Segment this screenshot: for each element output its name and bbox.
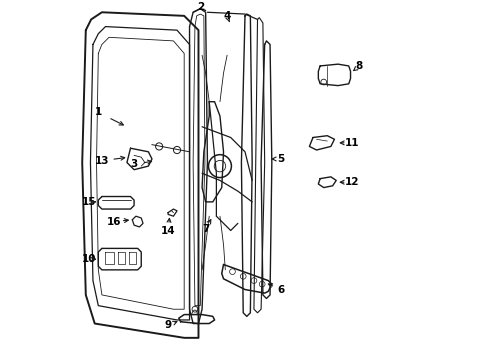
Text: 3: 3	[130, 159, 138, 169]
Text: 11: 11	[345, 138, 360, 148]
Text: 6: 6	[277, 284, 284, 294]
Text: 15: 15	[82, 197, 97, 207]
Text: 1: 1	[95, 107, 102, 117]
Text: 2: 2	[196, 2, 204, 12]
Text: 9: 9	[165, 320, 172, 330]
Text: 12: 12	[345, 177, 360, 187]
Text: 5: 5	[277, 154, 284, 164]
Text: 7: 7	[202, 224, 209, 234]
Text: 8: 8	[356, 61, 363, 71]
Text: 4: 4	[223, 11, 231, 21]
Text: 14: 14	[161, 225, 175, 235]
Text: 13: 13	[95, 156, 109, 166]
Text: 10: 10	[82, 254, 97, 264]
Text: 16: 16	[107, 217, 122, 226]
